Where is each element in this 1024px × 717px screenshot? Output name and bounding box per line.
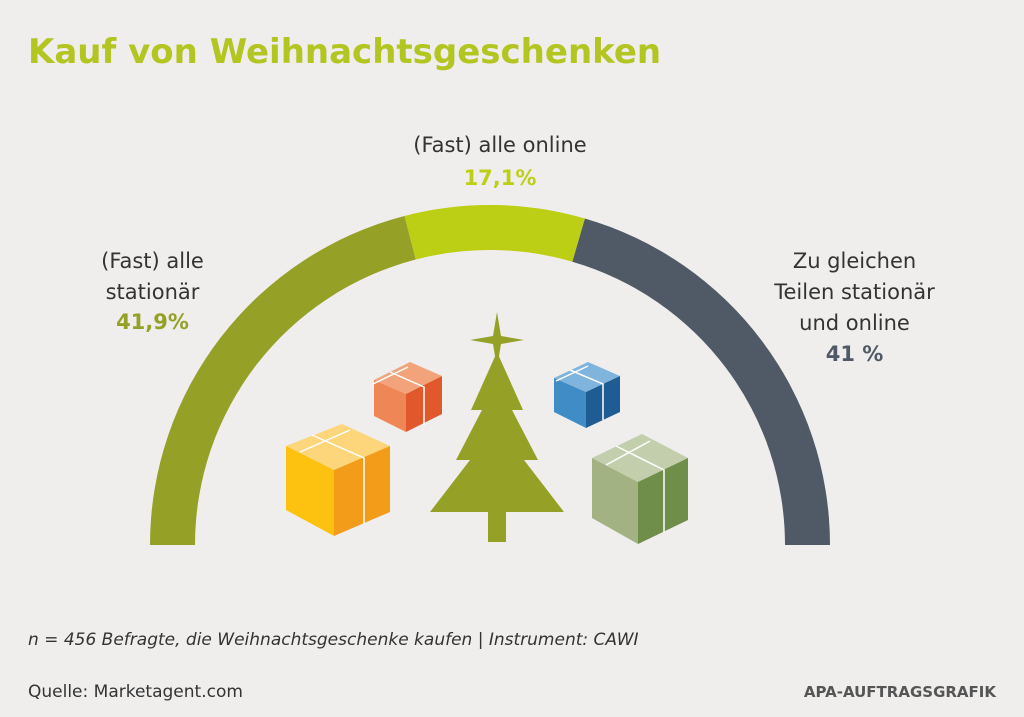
category-label: (Fast) alle online [413,133,587,157]
footnote: n = 456 Befragte, die Weihnachtsgeschenk… [28,630,639,650]
tree [430,312,564,542]
arc-segment [404,205,585,262]
gift-blue [554,362,620,428]
value-label: 41 % [825,342,884,366]
arc-segment [572,218,830,545]
gift-yellow [286,424,390,536]
credit: APA-AUFTRAGSGRAFIK [803,683,996,701]
value-label: 41,9% [116,310,189,334]
source: Quelle: Marketagent.com [28,682,243,702]
arc-segment [150,215,416,546]
chart-title: Kauf von Weihnachtsgeschenken [28,32,662,72]
gift-orange [372,362,442,432]
category-label: Zu gleichen Teilen stationär und online [774,249,935,335]
category-label: (Fast) alle stationär [101,249,204,304]
value-label: 17,1% [463,166,537,190]
gift-green [592,434,688,544]
